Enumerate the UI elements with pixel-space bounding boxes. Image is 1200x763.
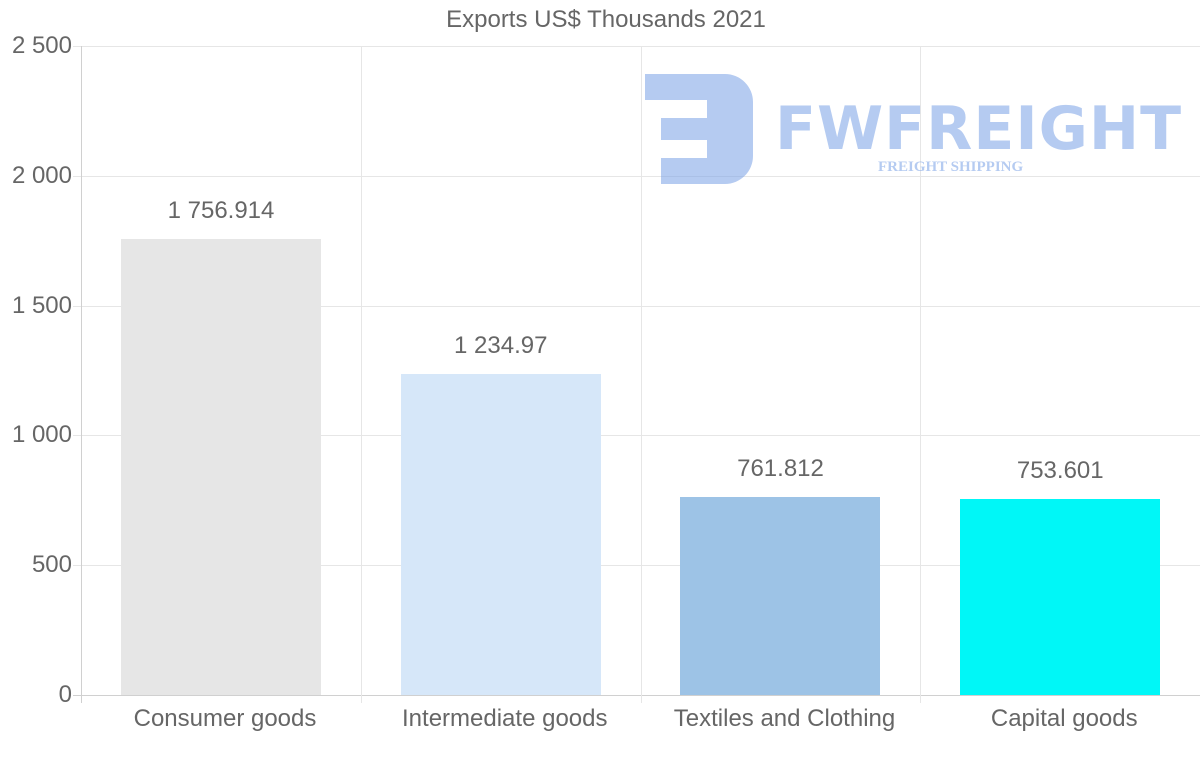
y-axis-tick-label: 2 000 xyxy=(11,161,72,189)
gridline-y xyxy=(73,565,1200,567)
bar-textiles-and-clothing[interactable] xyxy=(680,497,881,695)
x-axis-tick-label: Capital goods xyxy=(990,705,1138,732)
bar-capital-goods[interactable] xyxy=(960,499,1161,695)
bar-value-label: 761.812 xyxy=(737,455,824,483)
bar-consumer-goods[interactable] xyxy=(120,238,321,695)
x-axis-tick-label: Textiles and Clothing xyxy=(673,705,896,732)
bar-value-label: 1 234.97 xyxy=(454,332,548,360)
gridline-y xyxy=(73,305,1200,307)
gridline-x xyxy=(360,46,362,703)
gridline-x xyxy=(920,46,922,703)
bar-value-label: 1 756.914 xyxy=(167,196,275,224)
bar-value-label: 753.601 xyxy=(1016,457,1104,485)
plot-area xyxy=(73,46,1200,703)
x-axis-tick-label: Intermediate goods xyxy=(402,705,608,732)
gridline-y xyxy=(73,46,1200,47)
gridline-x xyxy=(640,46,642,703)
y-axis-tick-label: 1 500 xyxy=(11,291,72,319)
gridline-y xyxy=(73,695,1200,696)
y-axis-tick-label: 0 xyxy=(58,681,72,708)
gridline-x xyxy=(81,46,82,703)
chart-title: Exports US$ Thousands 2021 xyxy=(446,6,766,33)
y-axis-tick-label: 500 xyxy=(31,551,72,579)
gridline-y xyxy=(73,435,1200,437)
x-axis-tick-label: Consumer goods xyxy=(133,705,317,732)
y-axis-tick-label: 2 500 xyxy=(11,32,72,59)
bar-intermediate-goods[interactable] xyxy=(400,374,601,695)
y-axis-tick-label: 1 000 xyxy=(11,421,72,449)
gridline-y xyxy=(73,175,1200,177)
